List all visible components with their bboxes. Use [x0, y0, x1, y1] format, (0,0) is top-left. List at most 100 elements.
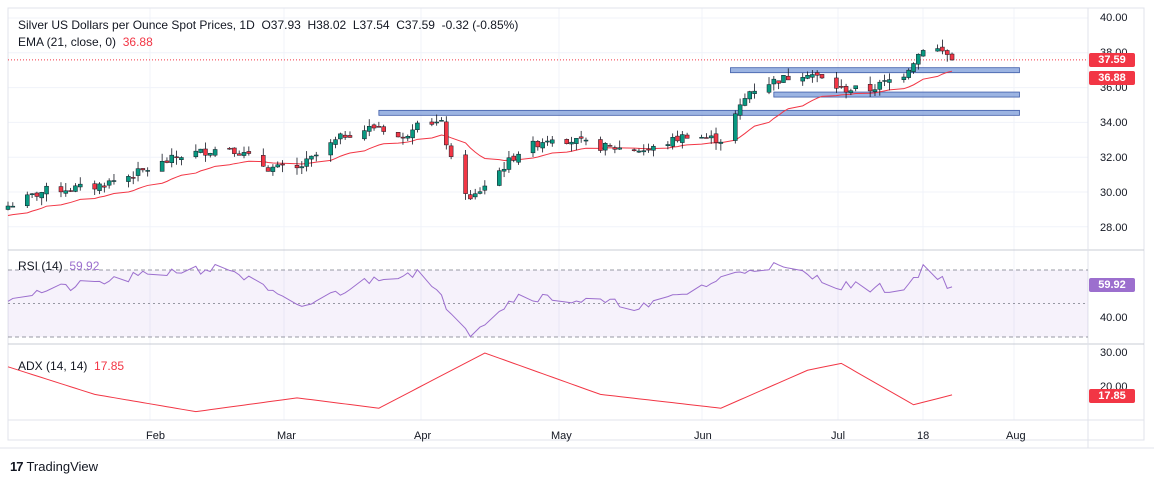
candle-down: [102, 185, 107, 188]
time-tick: Jun: [694, 430, 712, 442]
candle-down: [834, 77, 839, 89]
candle-up: [935, 48, 940, 52]
candle-down: [140, 168, 146, 171]
adx-legend[interactable]: ADX (14, 14) 17.85: [18, 359, 124, 373]
candle-up: [111, 180, 117, 182]
candle-up: [805, 74, 810, 79]
symbol-legend[interactable]: Silver US Dollars per Ounce Spot Prices,…: [18, 18, 518, 32]
rsi-label[interactable]: RSI (14): [18, 259, 63, 273]
candle-up: [44, 185, 49, 195]
candle-up: [708, 135, 714, 139]
candle-down: [511, 155, 516, 161]
candle-down: [444, 121, 449, 146]
candle-down: [468, 194, 473, 200]
candle-up: [208, 153, 213, 156]
candle-down: [448, 145, 454, 157]
candle-up: [97, 183, 102, 191]
candle-up: [198, 148, 203, 153]
pane-structure: [0, 7, 1154, 449]
candle-up: [574, 138, 579, 144]
candle-up: [314, 154, 319, 157]
candle-down: [92, 183, 97, 190]
candle-down: [786, 75, 791, 81]
candle-up: [911, 63, 916, 72]
candle-down: [598, 139, 603, 151]
resistance-zone: [773, 91, 1020, 98]
candle-up: [106, 180, 112, 186]
candle-up: [737, 104, 743, 116]
tradingview-logo-icon: 17: [10, 459, 24, 474]
candlestick-series: [5, 39, 955, 211]
candle-up: [145, 170, 150, 172]
time-tick: 18: [917, 430, 930, 442]
candle-down: [843, 85, 849, 93]
price-tick: 32.00: [1100, 152, 1128, 164]
candle-down: [371, 124, 377, 129]
time-tick: Feb: [146, 430, 165, 442]
candle-up: [333, 139, 338, 145]
candle-down: [174, 156, 179, 159]
candle-up: [766, 84, 772, 93]
candle-up: [135, 168, 141, 176]
candle-up: [670, 137, 675, 147]
rsi-tick: 40.00: [1100, 312, 1128, 324]
candle-down: [261, 155, 266, 167]
adx-tick: 30.00: [1100, 347, 1128, 359]
ema-label[interactable]: EMA (21, close, 0): [18, 35, 117, 49]
ema-value: 36.88: [122, 35, 153, 49]
candle-up: [405, 135, 411, 139]
rsi-legend[interactable]: RSI (14) 59.92: [18, 259, 99, 273]
candle-up: [569, 141, 574, 145]
candle-down: [203, 148, 208, 156]
candle-up: [916, 53, 921, 65]
candle-down: [675, 135, 680, 142]
candle-up: [752, 90, 757, 94]
candle-up: [583, 139, 589, 142]
candle-up: [77, 183, 83, 188]
candle-up: [73, 185, 78, 192]
adx-label[interactable]: ADX (14, 14): [18, 359, 88, 373]
candle-up: [636, 150, 642, 153]
candle-down: [867, 84, 873, 92]
candle-down: [607, 145, 613, 147]
candle-up: [309, 155, 314, 160]
tradingview-brand[interactable]: 17 TradingView: [10, 459, 98, 474]
candle-up: [193, 150, 199, 158]
candle-down: [58, 186, 64, 193]
candle-up: [602, 142, 608, 151]
candle-up: [718, 141, 724, 144]
candle-up: [362, 130, 367, 140]
adx-line: [7, 352, 953, 413]
candle-up: [179, 157, 184, 161]
candle-up: [733, 113, 738, 141]
candle-down: [949, 53, 955, 61]
rsi-line: [7, 261, 953, 338]
candle-down: [535, 141, 541, 148]
symbol-title[interactable]: Silver US Dollars per Ounce Spot Prices,…: [18, 18, 255, 32]
ema-legend[interactable]: EMA (21, close, 0) 36.88: [18, 35, 153, 49]
candle-up: [665, 144, 671, 146]
ohlc-low: L37.54: [352, 18, 390, 32]
candle-up: [771, 78, 777, 85]
candle-up: [25, 194, 30, 207]
resistance-zone: [730, 67, 1020, 74]
candle-down: [376, 126, 382, 128]
candle-up: [530, 140, 536, 154]
candle-down: [227, 147, 232, 150]
grid-lines: [8, 8, 1088, 420]
adx-value: 17.85: [94, 359, 125, 373]
candle-down: [631, 149, 637, 151]
candle-up: [299, 166, 305, 169]
candle-down: [68, 190, 73, 192]
candle-up: [5, 205, 11, 210]
candle-up: [887, 79, 892, 83]
price-tick: 28.00: [1100, 222, 1128, 234]
candle-down: [839, 86, 844, 88]
candle-up: [439, 120, 444, 122]
candle-down: [646, 148, 651, 151]
ohlc-change: -0.32 (-0.85%): [441, 18, 519, 32]
candle-down: [684, 134, 690, 139]
candle-down: [564, 139, 569, 144]
candle-up: [882, 80, 887, 82]
